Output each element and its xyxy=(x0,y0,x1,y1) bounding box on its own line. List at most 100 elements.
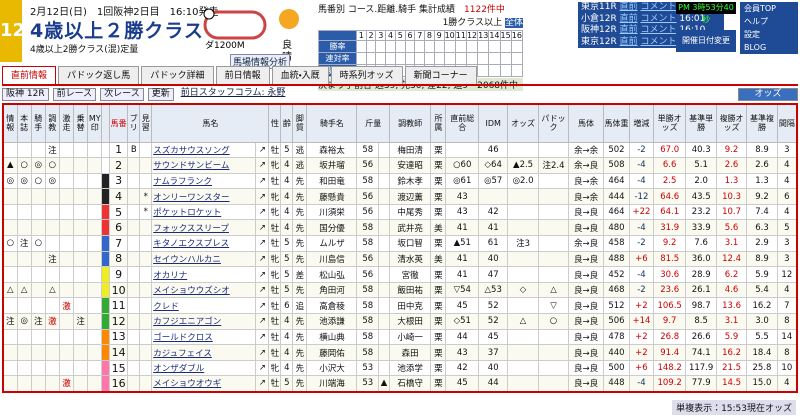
stats-cell xyxy=(499,40,512,53)
stats-cell xyxy=(510,64,524,77)
cell: 栗 xyxy=(430,297,447,315)
stats-filter[interactable]: 1勝クラス以上 xyxy=(442,18,503,28)
cell[interactable]: クレド xyxy=(151,297,257,315)
cell: 5 xyxy=(280,141,294,159)
cell: 58 xyxy=(356,141,380,159)
menu-item[interactable]: 設定 xyxy=(744,30,760,39)
cell xyxy=(378,297,390,315)
menu-item[interactable]: 会員TOP xyxy=(744,4,777,13)
cell: 余→良 xyxy=(568,157,604,174)
cell[interactable]: ゴールドクロス xyxy=(151,328,257,346)
stats-cell xyxy=(443,52,456,65)
cell[interactable]: オカリナ xyxy=(151,266,257,283)
cell: 1.3 xyxy=(746,172,778,190)
link-icon: ↗ xyxy=(255,157,270,174)
schedule-link[interactable]: コメント xyxy=(640,2,677,12)
horse-row: 5 * ポケットロケット ↗ 牝 4 先川須栄 56 中尾秀栗 43 42 良→良 464 +22 64.1… xyxy=(2,203,798,221)
schedule-link[interactable]: コメント xyxy=(640,25,677,35)
refresh[interactable]: 更新 xyxy=(147,88,174,101)
cell: ○ xyxy=(44,157,60,174)
cell xyxy=(58,281,75,299)
cell xyxy=(73,141,89,159)
next-race[interactable]: 次レース xyxy=(100,88,144,101)
cell: 牝 xyxy=(268,250,282,268)
cell[interactable]: セイウンハルカニ xyxy=(151,250,257,268)
cell: -2 xyxy=(628,235,654,252)
cell[interactable]: ナムラフランク xyxy=(151,172,257,190)
cell: 13.6 xyxy=(715,297,748,315)
menu-item[interactable]: ヘルプ xyxy=(744,17,768,26)
header-row: 情報 本誌 騎手 調教 激走 乗替 MY印 馬番 ブリ 見習 馬名性齢脚質 騎手名 斤量 調教師 所属 直前総… xyxy=(2,103,798,143)
gate-number: 13 xyxy=(477,30,490,41)
stats-scope[interactable]: 全体 xyxy=(504,18,523,28)
cell[interactable]: オンザダブル xyxy=(151,359,257,377)
cell[interactable]: オンリーワンスター xyxy=(151,188,257,205)
schedule-link[interactable]: 直前 xyxy=(619,2,638,12)
schedule-link[interactable]: コメント xyxy=(640,36,677,47)
course-map: ダ1200M xyxy=(195,4,285,54)
frame-color xyxy=(101,266,110,283)
stats-cell xyxy=(375,52,387,65)
cell: +6 xyxy=(628,359,654,377)
gate-number: 10 xyxy=(443,30,456,41)
cell: 23.6 xyxy=(652,281,687,299)
cell: +14 xyxy=(628,313,654,330)
cell[interactable]: フォックススリープ xyxy=(151,219,257,237)
cell[interactable]: メイショウウズシオ xyxy=(151,281,257,299)
cell[interactable]: ポケットロケット xyxy=(151,203,257,221)
tab[interactable]: 新聞コーナー xyxy=(404,66,477,84)
cell: 37 xyxy=(478,344,509,361)
cell: 33.9 xyxy=(685,219,717,237)
cell xyxy=(44,359,60,377)
schedule-link[interactable]: 直前 xyxy=(619,36,638,47)
gate-number: 15 xyxy=(499,30,512,41)
column-header: 馬体 xyxy=(568,103,604,143)
cell[interactable]: カジュフェイス xyxy=(151,344,257,361)
odds-button[interactable]: オッズ xyxy=(738,88,798,101)
cell xyxy=(73,157,89,174)
tab[interactable]: パドック返し馬 xyxy=(58,66,140,84)
cell[interactable]: メイショウオウギ xyxy=(151,375,257,392)
cell[interactable]: サウンドサンビーム xyxy=(151,157,257,174)
column-header: 激走 xyxy=(58,103,75,143)
race-select[interactable]: 阪神 12R xyxy=(2,88,49,101)
cell[interactable]: スズカサウスソング xyxy=(151,141,257,159)
tab[interactable]: パドック詳細 xyxy=(141,66,214,84)
cell: 4.6 xyxy=(715,281,748,299)
column-header: 馬体重 xyxy=(602,103,630,143)
cell: 中尾秀 xyxy=(388,203,432,221)
cell xyxy=(537,344,570,361)
schedule-link[interactable]: 直前 xyxy=(619,13,638,24)
schedule-link[interactable]: 直前 xyxy=(619,25,638,35)
change-date[interactable]: 開催日付変更 xyxy=(676,30,736,52)
gate-number: 16 xyxy=(510,30,524,41)
column-header: オッズ xyxy=(507,103,539,143)
cell xyxy=(537,266,570,283)
menu-item[interactable]: BLOG xyxy=(744,43,767,52)
cell xyxy=(139,266,153,283)
horse-row: 注 8 セイウンハルカニ ↗ 牝 5 先川島信 56 清水英美 41 40 良→良 488 +6 81.5 3… xyxy=(2,250,798,268)
prev-race[interactable]: 前レース xyxy=(52,88,97,101)
cell xyxy=(87,266,103,283)
cell xyxy=(2,375,18,392)
cell: 田中克 xyxy=(388,297,432,315)
cell: 8.9 xyxy=(746,141,778,159)
staff-column[interactable]: 前日スタッフコラム: 永野 xyxy=(180,88,286,98)
cell[interactable]: キタノエクスプレス xyxy=(151,235,257,252)
cell: 国分優 xyxy=(306,219,358,237)
tab[interactable]: 前日情報 xyxy=(215,66,270,84)
schedule-link[interactable]: コメント xyxy=(640,13,677,24)
cell[interactable]: カフジエニアゴン xyxy=(151,313,257,330)
column-header: IDM xyxy=(478,103,509,143)
cell: 58 xyxy=(356,328,380,346)
cell xyxy=(2,250,18,268)
stats-cell xyxy=(365,52,377,65)
cell: △53 xyxy=(478,281,509,299)
cell xyxy=(378,219,390,237)
tab[interactable]: 時系列オッズ xyxy=(330,66,403,84)
column-header: 情報 xyxy=(2,103,18,143)
tab[interactable]: 血統・入厩 xyxy=(271,66,329,84)
tab[interactable]: 直前情報 xyxy=(2,66,57,84)
link-icon: ↗ xyxy=(255,375,270,392)
